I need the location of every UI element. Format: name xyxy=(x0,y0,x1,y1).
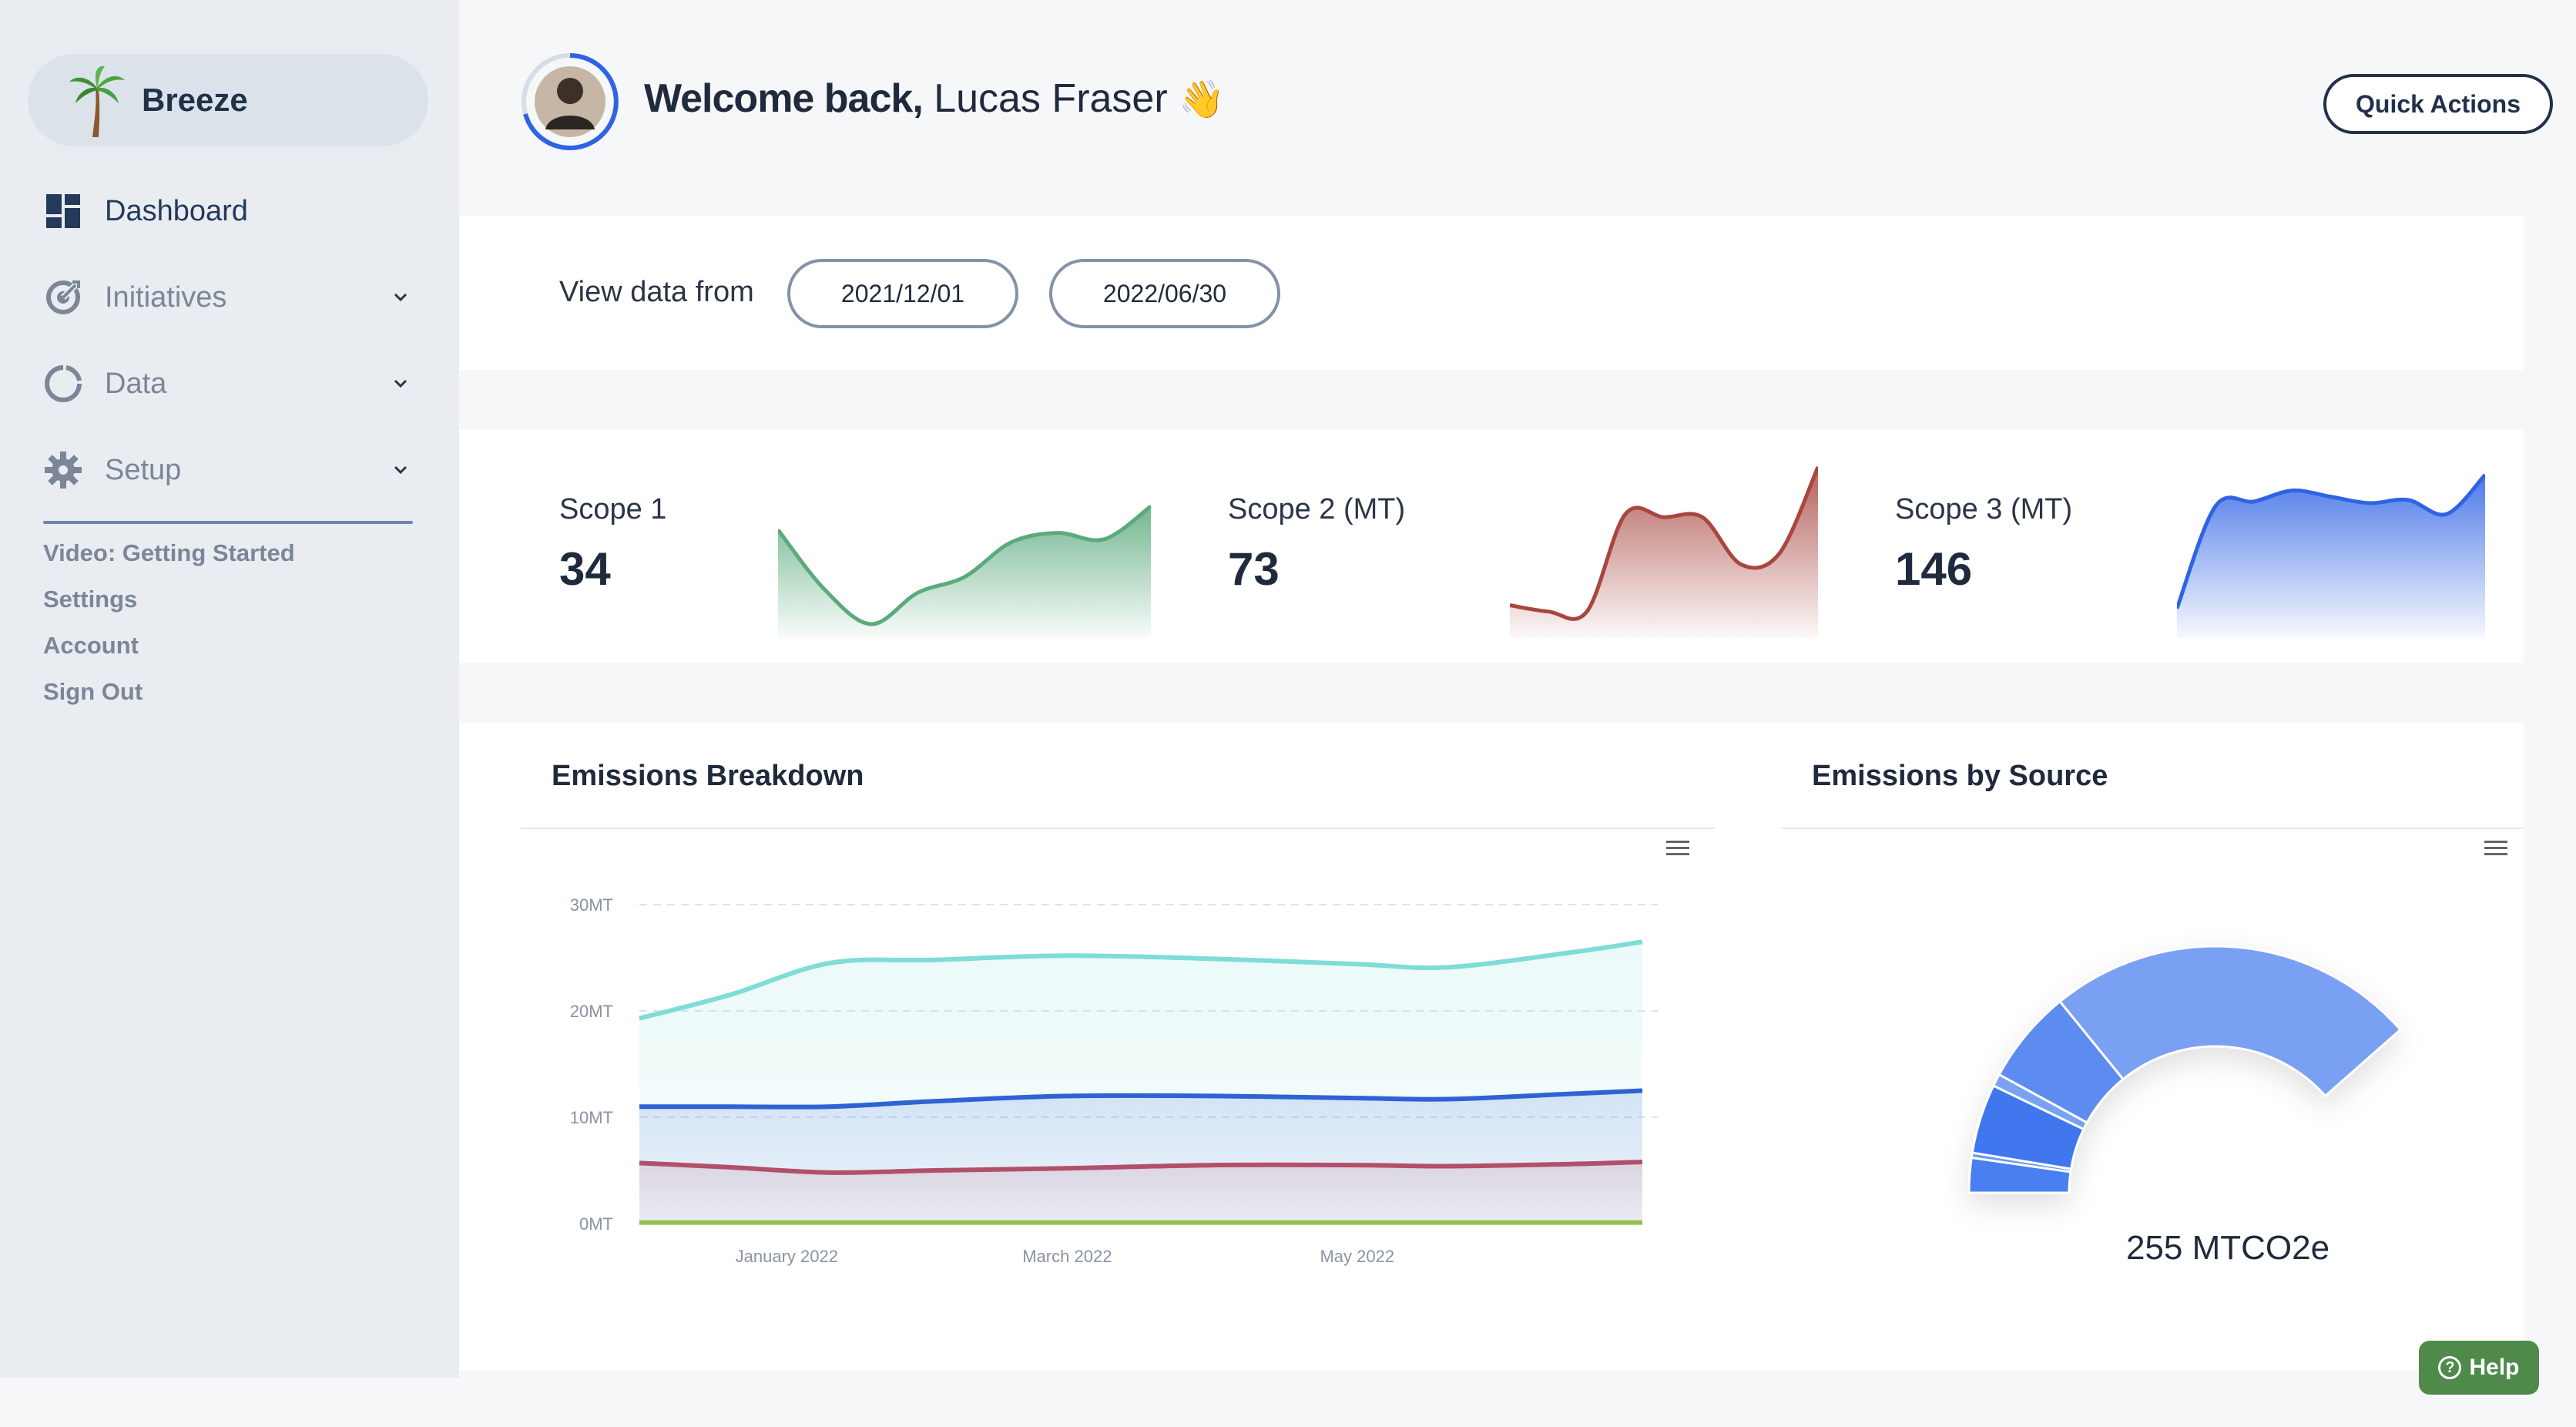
y-tick-label: 20MT xyxy=(570,1002,613,1021)
sidebar-item-label: Setup xyxy=(105,453,182,486)
brand-name: Breeze xyxy=(142,82,248,118)
sidebar-item-label: Initiatives xyxy=(105,280,227,314)
y-tick-label: 30MT xyxy=(570,895,613,915)
sparkline-line xyxy=(1510,465,1818,621)
series-area-2 xyxy=(639,1161,1642,1224)
initiatives-icon xyxy=(46,280,80,314)
sidebar-item-initiatives[interactable]: Initiatives xyxy=(43,267,413,328)
scope-1-sparkline xyxy=(778,504,1151,638)
scope-value: 34 xyxy=(559,543,611,595)
chart-divider xyxy=(521,828,1715,829)
user-name: Lucas Fraser xyxy=(934,76,1168,121)
scope-label: Scope 2 (MT) xyxy=(1228,493,1406,525)
chevron-down-icon[interactable] xyxy=(388,458,413,482)
dashboard-icon xyxy=(46,194,80,228)
total-emissions-label: 255 MTCO2e xyxy=(2126,1229,2329,1267)
sidebar-item-label: Dashboard xyxy=(105,194,248,227)
chevron-down-icon[interactable] xyxy=(388,285,413,310)
sidebar-item-dashboard[interactable]: Dashboard xyxy=(43,180,413,242)
scope-2-sparkline xyxy=(1510,465,1818,638)
avatar-ring xyxy=(522,53,619,150)
video-getting-started-link[interactable]: Video: Getting Started xyxy=(43,539,295,566)
brand-pill[interactable]: Breeze xyxy=(28,54,428,146)
gear-icon xyxy=(45,452,82,489)
y-tick-label: 0MT xyxy=(579,1214,613,1234)
sparkline-area xyxy=(778,506,1151,638)
sparkline-line xyxy=(2177,473,2485,609)
wave-emoji: 👋 xyxy=(1179,79,1225,120)
y-tick-label: 10MT xyxy=(570,1108,613,1127)
quick-actions-button[interactable]: Quick Actions xyxy=(2323,74,2553,134)
sparkline-area xyxy=(1510,467,1818,638)
account-link[interactable]: Account xyxy=(43,632,139,659)
settings-link[interactable]: Settings xyxy=(43,586,138,613)
data-icon xyxy=(45,365,82,402)
chart-menu-icon[interactable] xyxy=(2482,837,2510,860)
emissions-breakdown-chart: 0MT 10MT 20MT 30MT January 2022 March 2022 May… xyxy=(570,895,1658,1266)
scope-value: 73 xyxy=(1228,543,1280,595)
sidebar: Breeze Dashboard Initiatives Data xyxy=(0,0,459,1378)
series-line-0 xyxy=(639,939,1643,1021)
x-tick-label: May 2022 xyxy=(1320,1247,1394,1266)
scope-label: Scope 3 (MT) xyxy=(1895,493,2073,525)
scope-value: 146 xyxy=(1895,543,1973,595)
start-date-button[interactable]: 2021/12/01 xyxy=(787,259,1018,328)
x-tick-label: March 2022 xyxy=(1022,1247,1112,1266)
charts-panel: Emissions Breakdown Emissions by Source … xyxy=(459,723,2524,1370)
emissions-by-source-chart: 255 MTCO2e xyxy=(1967,945,2403,1267)
sign-out-link[interactable]: Sign Out xyxy=(43,678,143,705)
help-label: Help xyxy=(2469,1355,2520,1380)
sidebar-item-setup[interactable]: Setup xyxy=(43,439,413,501)
chart-divider xyxy=(1781,828,2524,829)
date-filter-label: View data from xyxy=(559,276,754,308)
donut-group xyxy=(1967,945,2403,1194)
series-line-1 xyxy=(639,1088,1643,1110)
end-date-button[interactable]: 2022/06/30 xyxy=(1049,259,1280,328)
date-filter-panel: View data from 2021/12/01 2022/06/30 xyxy=(459,216,2524,370)
help-button[interactable]: ? Help xyxy=(2419,1341,2539,1395)
sidebar-item-label: Data xyxy=(105,367,167,400)
sparkline-area xyxy=(2177,475,2485,638)
help-icon: ? xyxy=(2438,1356,2462,1379)
scope-3-sparkline xyxy=(2177,473,2485,638)
series-line-2 xyxy=(639,1159,1643,1175)
emissions-by-source-title: Emissions by Source xyxy=(1812,760,2108,792)
sidebar-divider xyxy=(43,521,413,524)
welcome-heading: Welcome back, Lucas Fraser 👋 xyxy=(644,76,1225,122)
sparkline-line xyxy=(778,504,1151,626)
scope-label: Scope 1 xyxy=(559,493,667,525)
donut-segment[interactable] xyxy=(2058,945,2403,1098)
avatar[interactable] xyxy=(521,52,619,151)
chevron-down-icon[interactable] xyxy=(388,371,413,396)
palm-tree-logo-icon xyxy=(69,65,125,137)
welcome-text: Welcome back, xyxy=(644,76,924,121)
chart-menu-icon[interactable] xyxy=(1664,837,1692,860)
scope-summary-panel: Scope 1 34 Scope 2 (MT) 73 Scope 3 (MT) … xyxy=(459,430,2524,663)
emissions-breakdown-title: Emissions Breakdown xyxy=(552,760,864,792)
sidebar-item-data[interactable]: Data xyxy=(43,353,413,415)
x-tick-label: January 2022 xyxy=(736,1247,838,1266)
